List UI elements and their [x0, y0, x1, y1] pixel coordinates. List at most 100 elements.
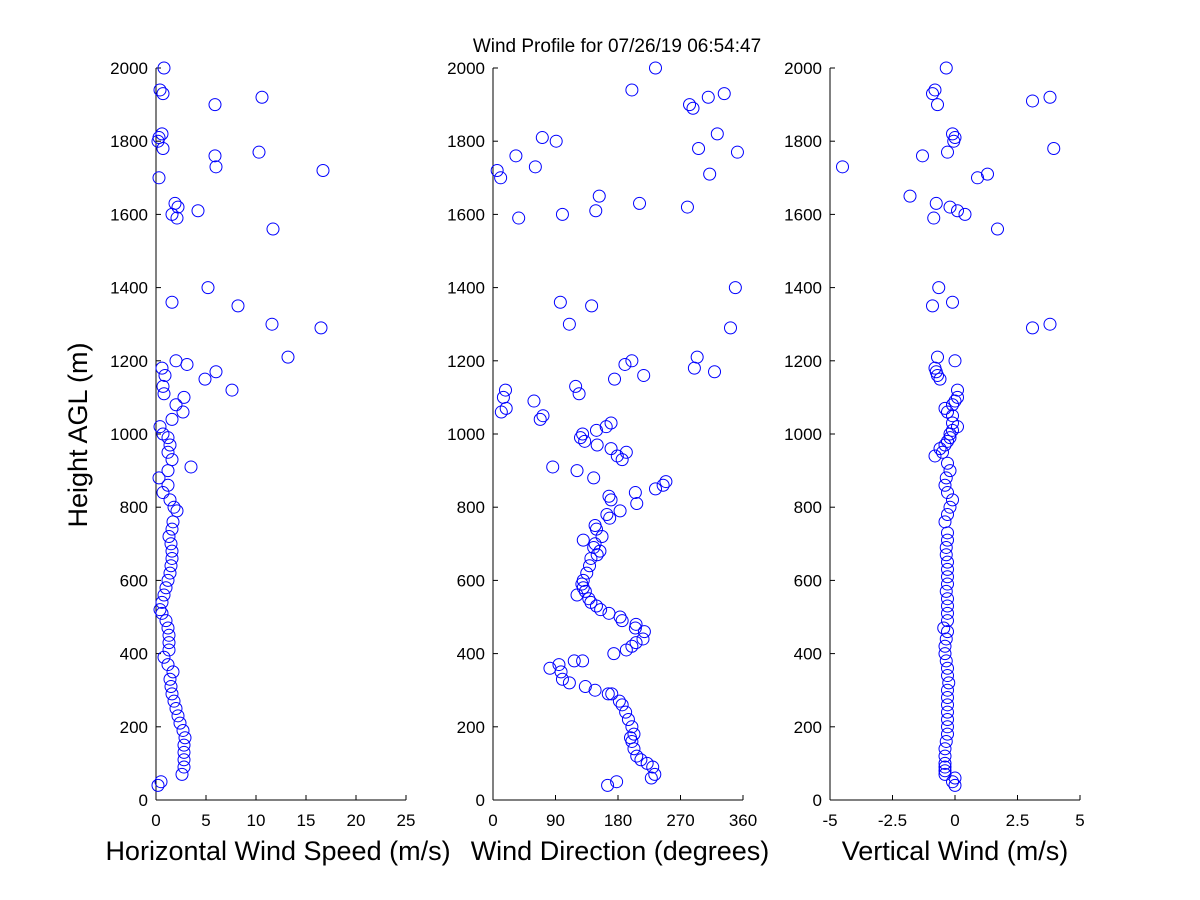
- direction-y-tick-label: 1200: [447, 352, 485, 371]
- speed-data-point: [167, 500, 181, 514]
- wind-direction-panel: 0 200 400 600 800 1000 1200 1400 1600 1800 2000 0 90…: [447, 59, 769, 866]
- vertical-data-point: [941, 592, 954, 606]
- vertical-data-point: [941, 533, 954, 547]
- direction-data-point: [627, 727, 641, 741]
- speed-data-point: [165, 551, 179, 565]
- speed-y-tick-label: 1800: [110, 132, 148, 151]
- speed-data-point: [208, 98, 222, 112]
- direction-data-point: [637, 625, 651, 639]
- speed-data-point: [161, 658, 175, 672]
- speed-data-point: [163, 672, 177, 686]
- vertical-data-point: [943, 500, 957, 514]
- direction-data-point: [496, 390, 510, 404]
- vertical-data-point: [981, 167, 994, 181]
- speed-data-point: [157, 650, 171, 664]
- direction-data-point: [490, 163, 504, 177]
- speed-data-point: [155, 361, 169, 375]
- vertical-data-point: [938, 438, 952, 452]
- vertical-y-tick-label: 1600: [784, 205, 822, 224]
- direction-data-point: [605, 687, 619, 701]
- direction-data-point: [543, 661, 557, 675]
- vertical-data-point: [946, 127, 959, 141]
- vertical-data-point: [939, 548, 953, 562]
- vertical-data-point: [946, 295, 959, 309]
- vertical-x-tick-label: 0: [950, 811, 959, 830]
- direction-data-point: [608, 372, 622, 386]
- direction-data-point: [604, 416, 618, 430]
- speed-y-tick-label: 1400: [110, 279, 148, 298]
- direction-data-point: [703, 167, 717, 181]
- vertical-data-point: [941, 614, 954, 628]
- direction-data-point: [686, 101, 700, 115]
- vertical-data-point: [938, 756, 952, 770]
- direction-data-point: [680, 200, 694, 214]
- direction-data-point: [618, 357, 632, 371]
- speed-data-point: [167, 694, 181, 708]
- direction-data-point: [589, 423, 603, 437]
- vertical-data-point: [938, 760, 952, 774]
- vertical-data-point: [958, 207, 972, 221]
- direction-data-point: [636, 632, 650, 646]
- vertical-data-point: [933, 372, 947, 386]
- direction-data-point: [587, 471, 601, 485]
- direction-data-point: [576, 654, 590, 668]
- vertical-data-point: [943, 431, 957, 445]
- vertical-data-point: [938, 647, 952, 661]
- speed-data-point: [162, 628, 176, 642]
- speed-data-point: [162, 529, 176, 543]
- vertical-data-point: [836, 160, 849, 174]
- vertical-y-tick-label: 200: [794, 718, 822, 737]
- direction-data-point: [594, 603, 608, 617]
- vertical-data-point: [903, 189, 917, 203]
- vertical-data-point: [943, 200, 957, 214]
- vertical-data-point: [948, 771, 962, 785]
- direction-data-point: [499, 383, 512, 397]
- direction-y-tick-label: 200: [457, 718, 485, 737]
- speed-data-point: [152, 131, 166, 145]
- direction-data-point: [588, 519, 602, 532]
- horizontal-wind-speed-panel: 0 200 400 600 800 1000 1200 1400 1600 1800 2000 0 5 1…: [105, 59, 450, 866]
- direction-data-point: [576, 533, 590, 547]
- vertical-data-point: [932, 281, 946, 295]
- vertical-data-point: [1026, 94, 1039, 108]
- direction-data-point: [604, 493, 618, 507]
- direction-data-point: [628, 486, 642, 500]
- direction-data-point: [692, 142, 706, 156]
- direction-data-point: [494, 405, 508, 419]
- vertical-data-point: [931, 350, 944, 364]
- speed-data-point: [165, 544, 179, 558]
- vertical-x-tick-label: 2.5: [1006, 811, 1030, 830]
- direction-data-point: [584, 595, 598, 609]
- direction-data-point: [494, 171, 508, 185]
- direction-data-point: [649, 61, 662, 75]
- speed-data-point: [157, 588, 171, 602]
- vertical-data-point: [1047, 142, 1061, 156]
- direction-data-point: [701, 90, 715, 104]
- vertical-data-point: [928, 83, 942, 97]
- vertical-data-point: [948, 354, 962, 368]
- speed-data-point: [171, 200, 185, 214]
- speed-data-point: [158, 368, 172, 382]
- speed-data-point: [163, 438, 177, 452]
- direction-data-point: [644, 771, 658, 785]
- vertical-data-point: [941, 486, 954, 500]
- vertical-data-point: [941, 555, 954, 569]
- direction-data-point: [588, 683, 602, 697]
- speed-data-point: [163, 493, 177, 507]
- direction-data-point: [601, 778, 615, 792]
- speed-data-point: [314, 321, 328, 335]
- speed-data-point: [152, 471, 166, 485]
- speed-data-point: [165, 295, 179, 309]
- speed-data-point: [164, 559, 178, 573]
- speed-data-point: [316, 163, 330, 177]
- vertical-data-point: [937, 621, 951, 635]
- speed-data-point: [153, 603, 167, 617]
- speed-data-point: [157, 387, 171, 401]
- speed-data-point: [164, 537, 178, 551]
- vertical-data-point: [941, 570, 954, 584]
- vertical-data-point: [928, 449, 942, 463]
- vertical-data-point: [941, 712, 954, 726]
- vertical-y-tick-label: 1200: [784, 352, 822, 371]
- direction-data-point: [615, 453, 629, 467]
